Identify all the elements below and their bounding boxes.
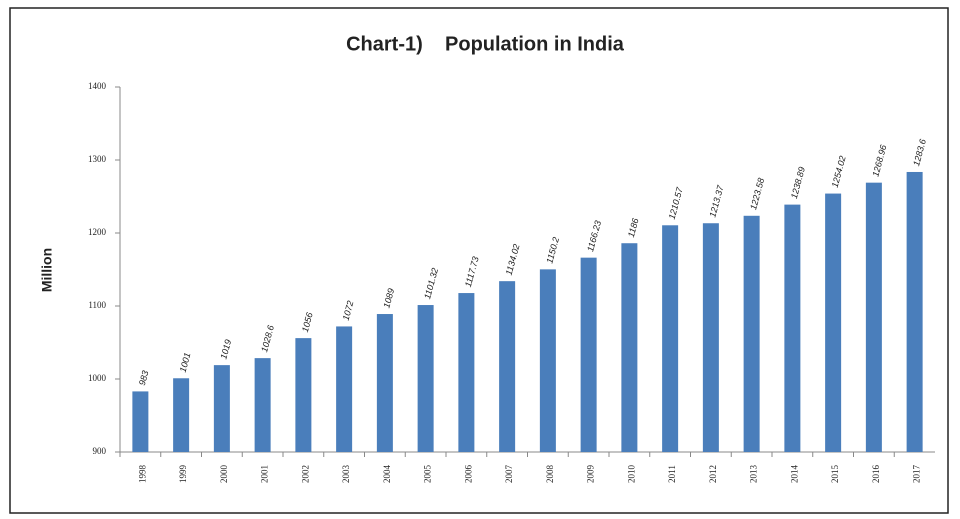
bar	[621, 243, 638, 452]
bar	[743, 215, 760, 452]
y-tick-label: 1400	[88, 81, 107, 91]
data-label: 1072	[341, 300, 356, 322]
x-tick-label: 2006	[463, 465, 473, 484]
bar	[132, 391, 149, 452]
x-tick-label: 2009	[586, 465, 596, 484]
y-tick-label: 1000	[88, 373, 107, 383]
x-tick-label: 2007	[504, 465, 514, 484]
x-tick-label: 2000	[219, 465, 229, 484]
bar	[213, 365, 230, 452]
bar	[173, 378, 190, 452]
bar	[458, 293, 475, 452]
x-tick-label: 1998	[137, 465, 147, 484]
x-tick-label: 2003	[341, 465, 351, 484]
x-tick-label: 2002	[300, 465, 310, 483]
x-tick-label: 2013	[749, 465, 759, 484]
bar	[254, 358, 271, 452]
bar	[499, 281, 516, 452]
x-tick-label: 2001	[260, 465, 270, 483]
y-tick-label: 1200	[88, 227, 107, 237]
data-label: 1019	[218, 338, 233, 360]
x-tick-label: 2011	[667, 465, 677, 483]
bar	[417, 305, 434, 452]
x-tick-label: 2015	[830, 465, 840, 484]
x-tick-label: 2012	[708, 465, 718, 483]
y-tick-label: 1300	[88, 154, 107, 164]
bar	[906, 171, 923, 453]
x-tick-label: 2014	[789, 465, 799, 484]
bar	[702, 223, 719, 452]
x-tick-label: 2010	[626, 465, 636, 484]
bar	[539, 269, 556, 452]
x-tick-label: 1999	[178, 465, 188, 484]
chart-title: Chart-1) Population in India	[346, 33, 625, 55]
y-tick-label: 900	[93, 446, 107, 456]
x-tick-label: 2016	[871, 465, 881, 484]
bar	[662, 225, 679, 452]
bar	[376, 314, 393, 452]
x-tick-label: 2017	[912, 465, 922, 484]
bar	[825, 193, 842, 452]
bar	[295, 338, 312, 452]
bar	[784, 204, 801, 452]
bar	[580, 257, 597, 452]
x-tick-label: 2004	[382, 465, 392, 484]
bar	[865, 182, 882, 453]
data-label: 1186	[626, 217, 641, 238]
y-tick-label: 1100	[88, 300, 106, 310]
bar	[336, 326, 353, 452]
data-label: 1001	[178, 351, 193, 373]
y-axis-label: Million	[39, 248, 55, 292]
x-tick-label: 2005	[423, 465, 433, 484]
data-label: 1056	[300, 311, 315, 333]
data-label: 983	[137, 369, 151, 386]
x-tick-label: 2008	[545, 465, 555, 484]
